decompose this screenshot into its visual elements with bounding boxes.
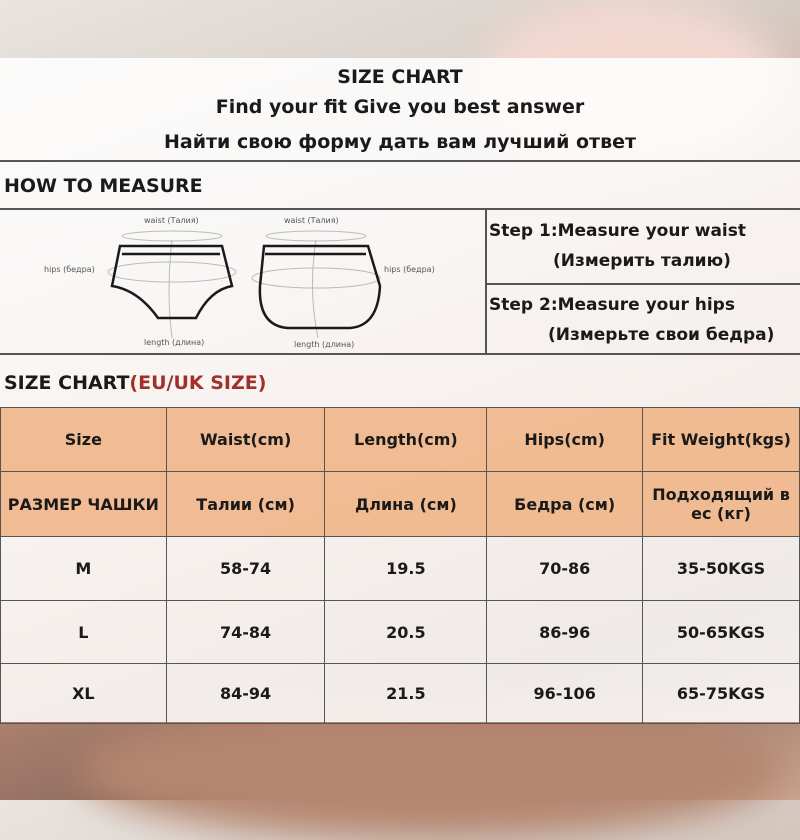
subtitle-ru: Найти свою форму дать вам лучший ответ — [164, 131, 636, 153]
step-1-ru: (Измерить талию) — [553, 251, 731, 271]
column-header: Waist(cm) — [165, 407, 326, 472]
how-to-measure-heading: HOW TO MEASURE — [4, 175, 203, 197]
step-2-en: Step 2:Measure your hips — [489, 295, 735, 315]
size-cell: L — [0, 600, 167, 664]
waist-cell: 74-84 — [165, 600, 326, 664]
page-title: SIZE CHART — [337, 66, 463, 88]
column-header: Бедра (см) — [486, 471, 644, 537]
hips-cell: 70-86 — [486, 536, 644, 601]
subtitle-en: Find your fit Give you best answer — [215, 96, 585, 118]
waist-cell: 84-94 — [165, 663, 326, 724]
column-header: Подходящий в ес (кг) — [642, 471, 800, 537]
size-cell: M — [0, 536, 167, 601]
column-header: РАЗМЕР ЧАШКИ — [0, 471, 167, 537]
hips-cell: 96-106 — [486, 663, 644, 724]
hips-label: hips (бедра) — [384, 265, 435, 274]
column-header: Длина (см) — [324, 471, 488, 537]
table-row: XL 84-94 21.5 96-106 65-75KGS — [0, 663, 800, 724]
briefs-diagram — [107, 230, 382, 339]
header-row-ru: РАЗМЕР ЧАШКИ Талии (см) Длина (см) Бедра… — [0, 471, 800, 537]
length-cell: 19.5 — [324, 536, 488, 601]
length-label: length (длина) — [144, 338, 205, 347]
waist-cell: 58-74 — [165, 536, 326, 601]
waist-label: waist (Талия) — [284, 216, 339, 225]
table-row: M 58-74 19.5 70-86 35-50KGS — [0, 536, 800, 601]
column-header: Fit Weight(kgs) — [642, 407, 800, 472]
header-row-en: Size Waist(cm) Length(cm) Hips(cm) Fit W… — [0, 407, 800, 472]
hips-label: hips (бедра) — [44, 265, 95, 274]
step-1-en: Step 1:Measure your waist — [489, 221, 747, 241]
size-chart-heading-text: SIZE CHART — [4, 372, 130, 394]
size-chart-heading: SIZE CHART(EU/UK SIZE) — [4, 372, 266, 394]
weight-cell: 50-65KGS — [642, 600, 800, 664]
length-label: length (длина) — [294, 340, 355, 349]
column-header: Талии (см) — [165, 471, 326, 537]
length-cell: 20.5 — [324, 600, 488, 664]
weight-cell: 35-50KGS — [642, 536, 800, 601]
size-cell: XL — [0, 663, 167, 724]
waist-label: waist (Талия) — [144, 216, 199, 225]
divider — [485, 283, 800, 285]
column-header: Size — [0, 407, 167, 472]
table-row: L 74-84 20.5 86-96 50-65KGS — [0, 600, 800, 664]
column-header: Length(cm) — [324, 407, 488, 472]
length-cell: 21.5 — [324, 663, 488, 724]
divider — [0, 160, 800, 162]
hips-cell: 86-96 — [486, 600, 644, 664]
size-table: Size Waist(cm) Length(cm) Hips(cm) Fit W… — [0, 407, 800, 724]
step-2-ru: (Измерьте свои бедра) — [548, 325, 775, 345]
measure-section: waist (Талия) waist (Талия) hips (бедра)… — [0, 208, 800, 355]
column-header: Hips(cm) — [486, 407, 644, 472]
weight-cell: 65-75KGS — [642, 663, 800, 724]
size-chart-heading-accent: (EU/UK SIZE) — [129, 372, 267, 394]
divider — [485, 210, 487, 353]
